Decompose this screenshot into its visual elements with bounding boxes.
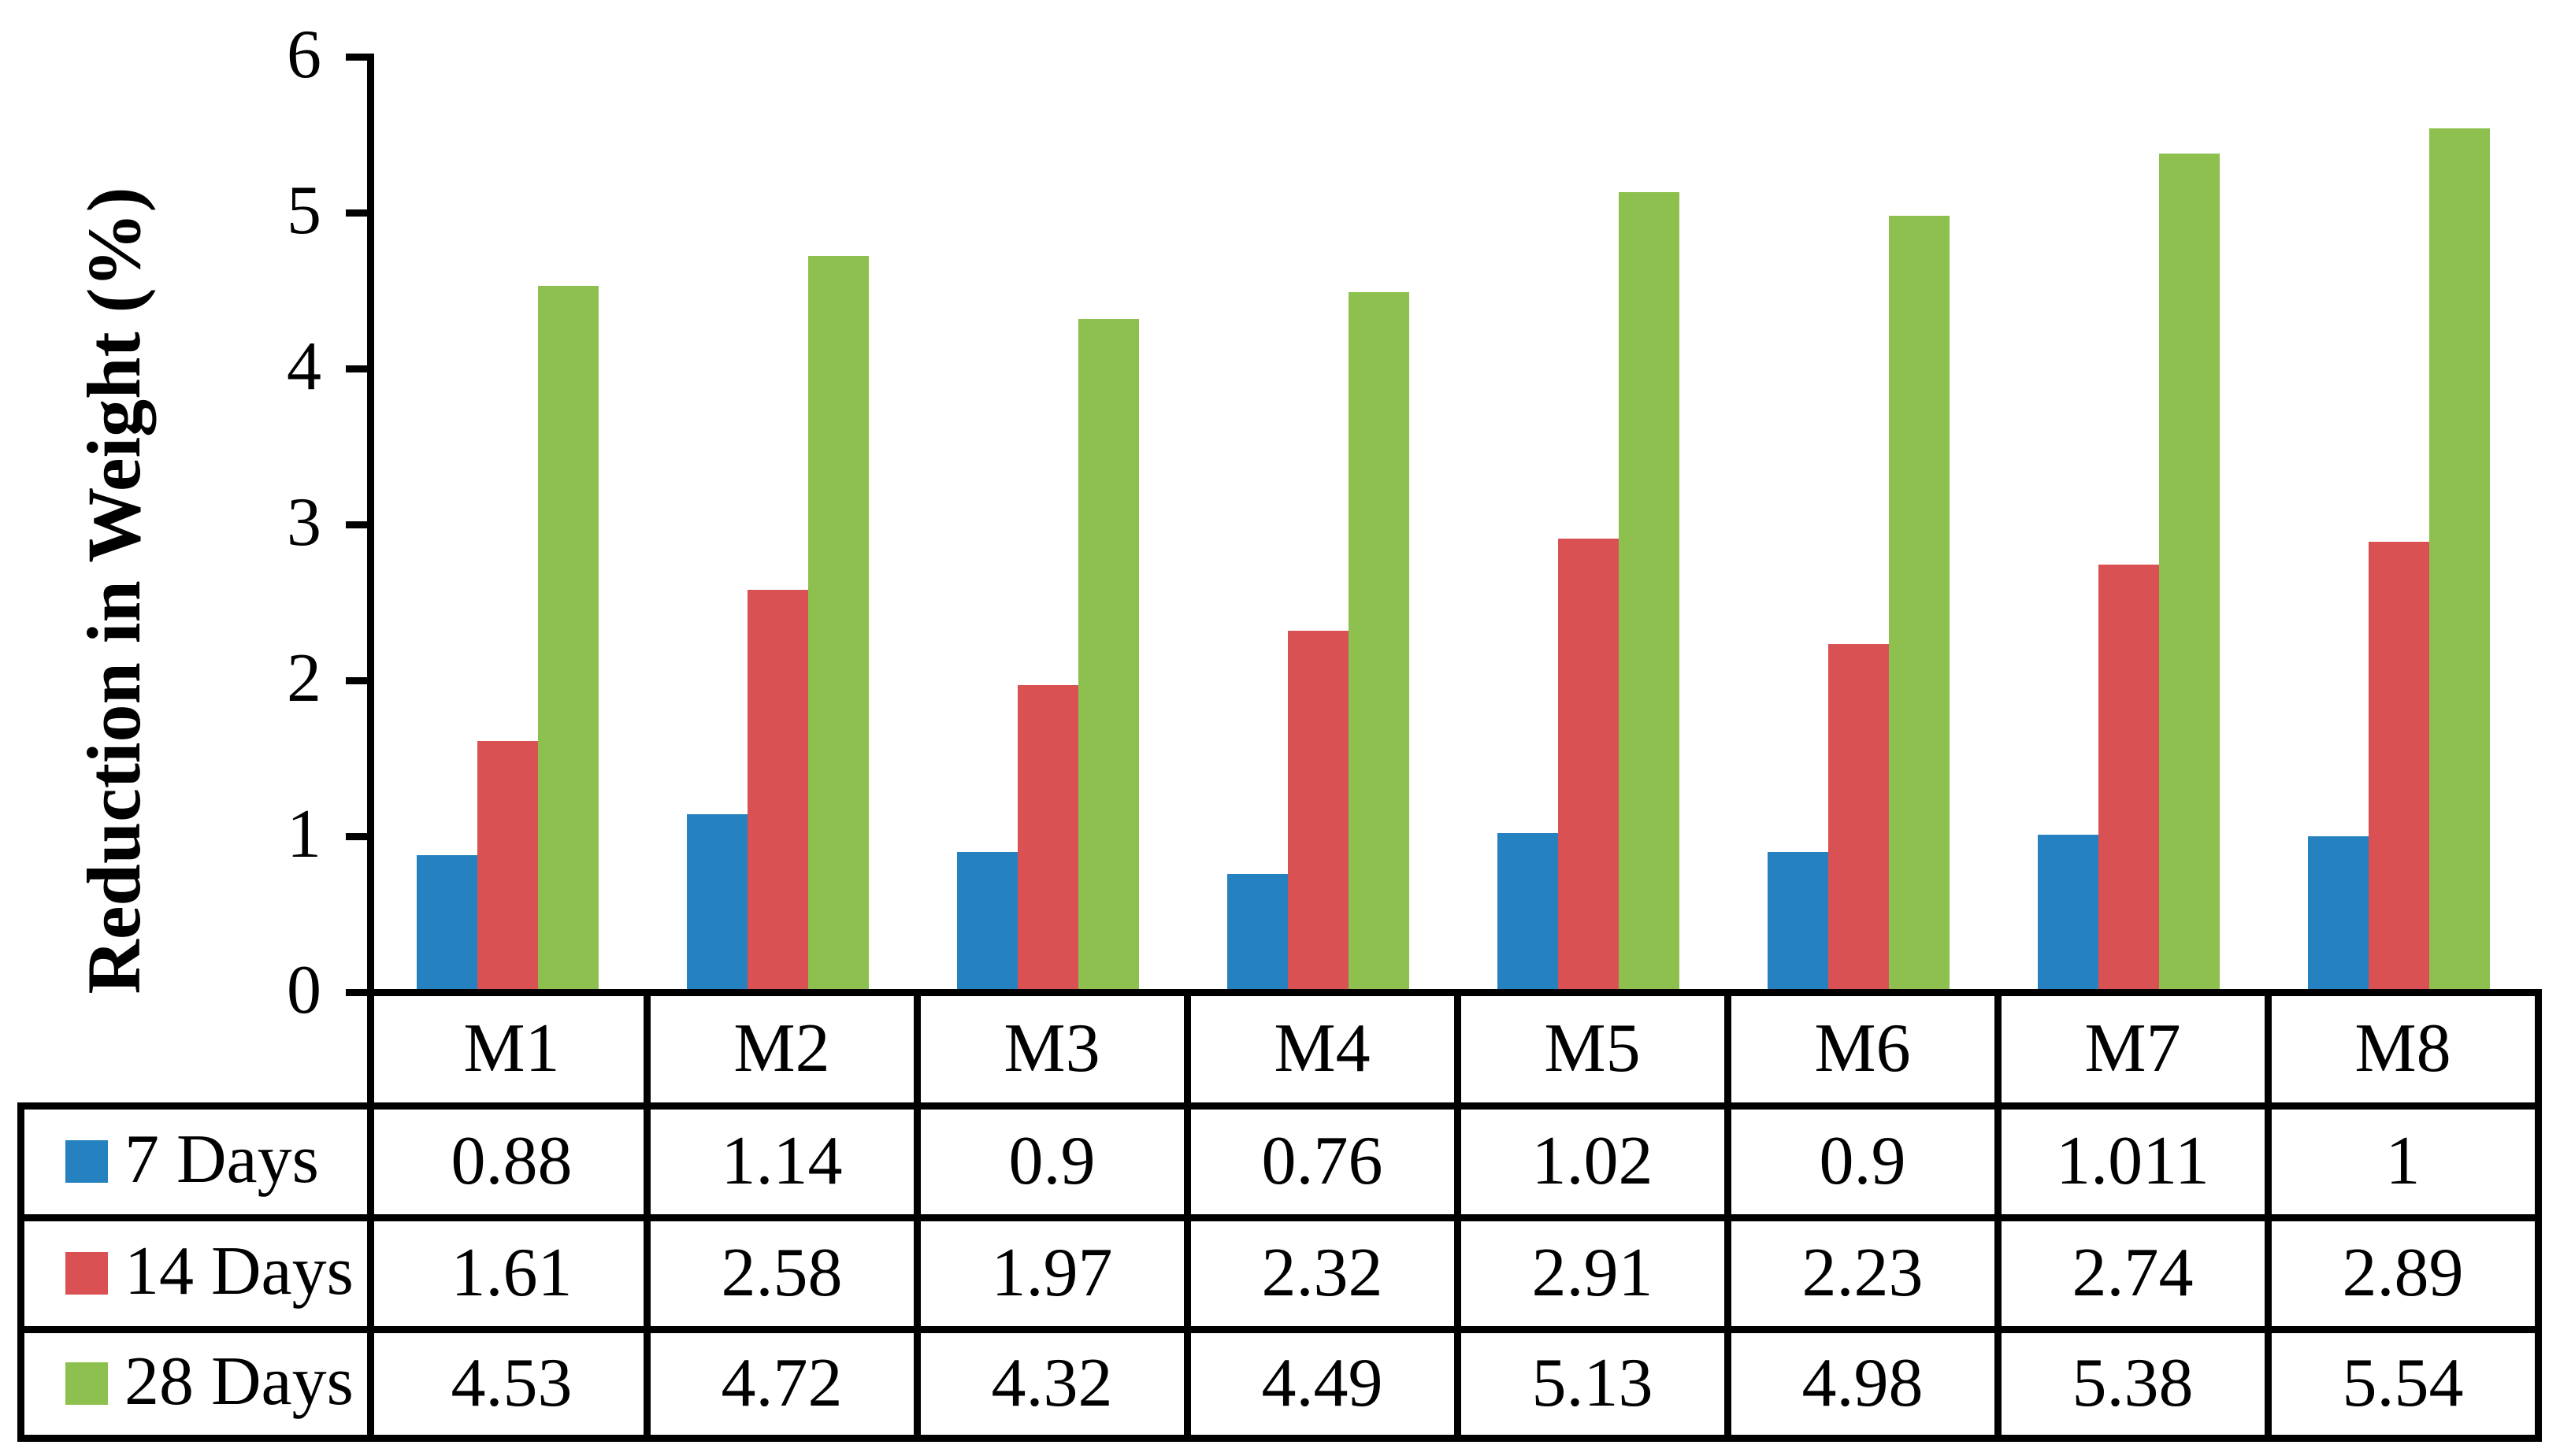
bar-7days-m5 bbox=[1497, 833, 1558, 992]
table-column-border bbox=[2535, 989, 2542, 1442]
table-cell-7days-m3: 0.9 bbox=[1008, 1123, 1096, 1199]
x-axis-line bbox=[346, 989, 2542, 996]
category-label-m3: M3 bbox=[1004, 1010, 1100, 1087]
category-label-m6: M6 bbox=[1814, 1010, 1911, 1087]
table-column-border bbox=[644, 989, 651, 1442]
table-cell-14days-m7: 2.74 bbox=[2072, 1235, 2194, 1311]
y-axis-line bbox=[367, 54, 374, 1442]
table-cell-14days-m3: 1.97 bbox=[991, 1235, 1113, 1311]
legend-key-7days bbox=[65, 1140, 108, 1183]
bar-7days-m8 bbox=[2308, 836, 2369, 992]
bar-14days-m4 bbox=[1288, 631, 1349, 992]
bar-14days-m1 bbox=[477, 741, 538, 992]
bar-14days-m6 bbox=[1828, 644, 1889, 992]
bar-28days-m5 bbox=[1619, 192, 1679, 992]
category-label-m8: M8 bbox=[2354, 1010, 2451, 1087]
table-cell-28days-m6: 4.98 bbox=[1801, 1345, 1924, 1421]
bar-7days-m7 bbox=[2038, 835, 2098, 992]
table-left-border bbox=[17, 1102, 24, 1442]
table-cell-14days-m4: 2.32 bbox=[1261, 1235, 1383, 1311]
y-tick-label: 6 bbox=[287, 17, 321, 94]
table-cell-7days-m5: 1.02 bbox=[1531, 1123, 1653, 1199]
bar-14days-m5 bbox=[1558, 539, 1619, 992]
table-column-border bbox=[2265, 989, 2272, 1442]
table-cell-14days-m6: 2.23 bbox=[1801, 1235, 1924, 1311]
y-axis-tick bbox=[346, 677, 374, 684]
bar-7days-m3 bbox=[957, 852, 1018, 992]
y-tick-label: 3 bbox=[287, 484, 321, 561]
table-cell-28days-m2: 4.72 bbox=[721, 1345, 843, 1421]
table-cell-7days-m7: 1.011 bbox=[2056, 1123, 2209, 1199]
bar-14days-m2 bbox=[748, 590, 808, 992]
bar-7days-m1 bbox=[417, 855, 477, 992]
table-cell-28days-m8: 5.54 bbox=[2342, 1345, 2464, 1421]
table-cell-7days-m1: 0.88 bbox=[451, 1123, 573, 1199]
y-axis-tick bbox=[346, 365, 374, 372]
y-tick-label: 0 bbox=[287, 952, 321, 1029]
bar-14days-m8 bbox=[2369, 542, 2429, 992]
table-cell-14days-m5: 2.91 bbox=[1531, 1235, 1653, 1311]
bar-28days-m3 bbox=[1078, 319, 1139, 992]
bar-28days-m2 bbox=[808, 256, 869, 992]
table-row-border bbox=[17, 1326, 2542, 1333]
y-tick-label: 4 bbox=[287, 328, 321, 406]
category-label-m1: M1 bbox=[463, 1010, 560, 1087]
table-cell-28days-m4: 4.49 bbox=[1261, 1345, 1383, 1421]
table-cell-14days-m2: 2.58 bbox=[721, 1235, 843, 1311]
bar-7days-m2 bbox=[687, 814, 748, 992]
y-tick-label: 2 bbox=[287, 640, 321, 717]
bar-28days-m1 bbox=[538, 286, 599, 992]
y-tick-label: 5 bbox=[287, 172, 321, 250]
table-cell-7days-m4: 0.76 bbox=[1261, 1123, 1383, 1199]
table-row-border bbox=[17, 1435, 2542, 1442]
category-label-m5: M5 bbox=[1544, 1010, 1641, 1087]
bar-7days-m6 bbox=[1768, 852, 1828, 992]
bar-28days-m6 bbox=[1889, 216, 1950, 992]
category-label-m4: M4 bbox=[1274, 1010, 1371, 1087]
table-cell-7days-m6: 0.9 bbox=[1819, 1123, 1906, 1199]
legend-key-28days bbox=[65, 1362, 108, 1405]
y-axis-tick bbox=[346, 209, 374, 217]
category-label-m2: M2 bbox=[733, 1010, 830, 1087]
legend-label-28days: 28 Days bbox=[124, 1343, 354, 1421]
table-column-border bbox=[1454, 989, 1461, 1442]
table-cell-7days-m2: 1.14 bbox=[721, 1123, 843, 1199]
table-column-border bbox=[1724, 989, 1731, 1442]
table-cell-14days-m8: 2.89 bbox=[2342, 1235, 2464, 1311]
bar-28days-m8 bbox=[2429, 128, 2490, 992]
bar-14days-m3 bbox=[1018, 685, 1078, 992]
bar-14days-m7 bbox=[2098, 565, 2159, 992]
table-cell-28days-m1: 4.53 bbox=[451, 1345, 573, 1421]
legend-key-14days bbox=[65, 1252, 108, 1295]
table-column-border bbox=[1184, 989, 1191, 1442]
table-cell-7days-m8: 1 bbox=[2385, 1123, 2421, 1199]
table-cell-14days-m1: 1.61 bbox=[451, 1235, 573, 1311]
bar-28days-m4 bbox=[1349, 292, 1409, 992]
y-axis-tick bbox=[346, 54, 374, 61]
table-cell-28days-m7: 5.38 bbox=[2072, 1345, 2194, 1421]
y-axis-tick bbox=[346, 521, 374, 528]
legend-label-14days: 14 Days bbox=[124, 1233, 354, 1310]
table-column-border bbox=[1994, 989, 2002, 1442]
legend-label-7days: 7 Days bbox=[124, 1121, 319, 1199]
category-label-m7: M7 bbox=[2084, 1010, 2181, 1087]
table-row-border bbox=[17, 1102, 2542, 1110]
table-column-border bbox=[914, 989, 921, 1442]
table-cell-28days-m3: 4.32 bbox=[991, 1345, 1113, 1421]
bar-7days-m4 bbox=[1227, 874, 1288, 992]
table-cell-28days-m5: 5.13 bbox=[1531, 1345, 1653, 1421]
y-axis-tick bbox=[346, 833, 374, 840]
y-tick-label: 1 bbox=[287, 796, 321, 873]
bar-28days-m7 bbox=[2159, 154, 2220, 992]
table-row-border bbox=[17, 1214, 2542, 1221]
